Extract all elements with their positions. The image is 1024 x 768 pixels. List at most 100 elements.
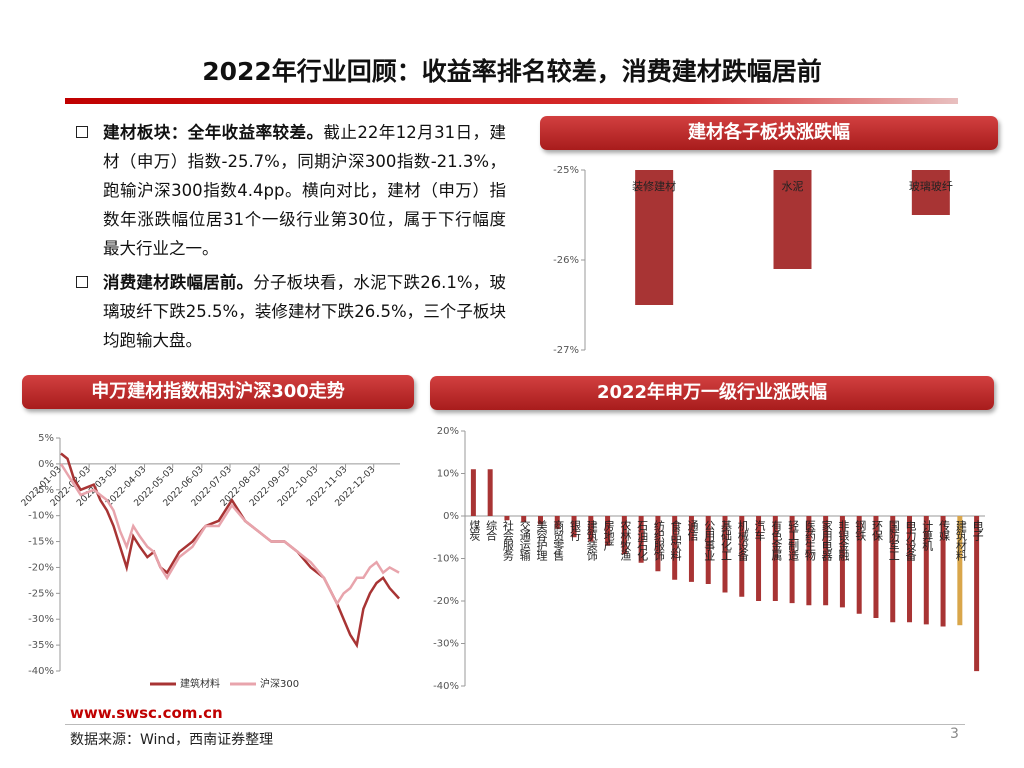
bar xyxy=(571,516,577,538)
bar xyxy=(890,516,896,623)
bullet-text: 截止22年12月31日，建材（申万）指数-25.7%，同期沪深300指数-21.… xyxy=(103,123,506,258)
bar xyxy=(911,170,950,215)
x-tick-label: 房地产 xyxy=(602,520,615,552)
y-tick-label: -25% xyxy=(28,588,54,599)
x-tick-label: 轻工制造 xyxy=(787,519,800,561)
footer-rule xyxy=(65,724,965,725)
bar xyxy=(655,516,661,572)
x-tick-label: 社会服务 xyxy=(501,519,514,561)
bar xyxy=(688,516,694,582)
y-tick-label: -27% xyxy=(553,345,579,356)
site: www.swsc.com.cn xyxy=(70,704,223,722)
bar xyxy=(739,516,745,597)
legend-label: 建筑材料 xyxy=(180,677,220,690)
y-tick-label: 0% xyxy=(443,511,459,522)
bar xyxy=(554,516,560,529)
x-tick-label: 装修建材 xyxy=(632,179,676,193)
bar xyxy=(923,516,929,625)
x-tick-label: 玻璃玻纤 xyxy=(909,179,953,193)
chart-title: 建材各子板块涨跌幅 xyxy=(540,116,998,150)
x-tick-label: 石油石化 xyxy=(636,520,649,562)
x-tick-label: 传媒 xyxy=(938,520,951,542)
bar xyxy=(756,516,762,601)
bar xyxy=(621,516,627,555)
x-tick-label: 交通运输 xyxy=(518,519,531,562)
y-tick-label: -20% xyxy=(433,596,459,607)
bar xyxy=(635,170,674,305)
x-tick-label: 煤炭 xyxy=(468,520,481,542)
bar xyxy=(940,516,946,627)
bar xyxy=(873,516,879,618)
title-rule xyxy=(65,98,958,104)
y-tick-label: -35% xyxy=(28,640,54,651)
bar xyxy=(638,516,644,563)
y-tick-label: -5% xyxy=(35,485,54,496)
x-tick-label: 建筑材料 xyxy=(954,519,967,562)
bar xyxy=(957,516,963,626)
bullet-text: 分子板块看，水泥下跌26.1%，玻璃玻纤下跌25.5%，装修建材下跌26.5%，… xyxy=(103,273,506,350)
bar xyxy=(722,516,728,593)
x-tick-label: 基础化工 xyxy=(720,520,733,560)
y-tick-label: -40% xyxy=(28,666,54,677)
bullet: 建材板块：全年收益率较差。截止22年12月31日，建材（申万）指数-25.7%，… xyxy=(76,118,506,263)
chart-title: 2022年申万一级行业涨跌幅 xyxy=(430,376,994,410)
y-tick-label: -10% xyxy=(433,554,459,565)
x-tick-label: 食品饮料 xyxy=(669,519,682,562)
chart-title: 申万建材指数相对沪深300走势 xyxy=(22,375,414,409)
x-tick-label: 农林牧渔 xyxy=(619,519,632,562)
x-tick-label: 建筑装饰 xyxy=(585,519,598,561)
x-tick-label: 环保 xyxy=(870,520,883,542)
x-tick-label: 计算机 xyxy=(921,520,934,551)
x-tick-label: 汽车 xyxy=(753,519,766,542)
x-tick-label: 纺织服饰 xyxy=(652,519,665,561)
y-tick-label: -30% xyxy=(28,614,54,625)
bar xyxy=(521,516,527,523)
bar xyxy=(487,469,493,516)
bar xyxy=(856,516,862,614)
x-tick-label: 电力设备 xyxy=(904,520,917,562)
y-tick-label: -15% xyxy=(28,537,54,548)
y-tick-label: 10% xyxy=(437,469,459,480)
y-tick-label: -25% xyxy=(553,165,579,176)
bar xyxy=(907,516,913,623)
x-tick-label: 医药生物 xyxy=(803,520,816,561)
x-tick-label: 钢铁 xyxy=(854,520,867,541)
bar xyxy=(705,516,711,584)
bar xyxy=(839,516,845,608)
bar xyxy=(806,516,812,606)
bar xyxy=(789,516,795,604)
x-tick-label: 美容护理 xyxy=(535,520,548,561)
bar xyxy=(588,516,594,542)
x-tick-label: 综合 xyxy=(485,519,498,541)
x-tick-label: 国防军工 xyxy=(887,520,900,560)
slide-title: 2022年行业回顾：收益率排名较差，消费建材跌幅居前 xyxy=(202,57,822,86)
y-tick-label: 0% xyxy=(38,459,54,470)
x-tick-label: 电子 xyxy=(971,520,984,541)
bullet-lead: 消费建材跌幅居前。 xyxy=(103,273,254,292)
y-tick-label: -26% xyxy=(553,255,579,266)
bar xyxy=(504,516,510,521)
bar xyxy=(772,516,778,601)
x-tick-label: 非银金融 xyxy=(837,520,850,562)
x-tick-label: 银行 xyxy=(569,519,582,542)
x-tick-label: 商贸零售 xyxy=(552,519,565,562)
series-line xyxy=(60,452,400,649)
y-tick-label: -10% xyxy=(28,511,54,522)
x-tick-label: 家用电器 xyxy=(820,519,833,562)
y-tick-label: -20% xyxy=(28,562,54,573)
bar xyxy=(672,516,678,580)
bullet: 消费建材跌幅居前。分子板块看，水泥下跌26.1%，玻璃玻纤下跌25.5%，装修建… xyxy=(76,268,506,355)
y-tick-label: -30% xyxy=(433,639,459,650)
bar xyxy=(537,516,543,525)
x-tick-label: 公用事业 xyxy=(703,520,716,560)
y-tick-label: 20% xyxy=(437,426,459,437)
x-tick-label: 通信 xyxy=(686,520,699,542)
bar xyxy=(470,469,476,516)
legend-label: 沪深300 xyxy=(260,677,299,690)
y-tick-label: -40% xyxy=(433,681,459,692)
series-line xyxy=(59,463,400,607)
bar xyxy=(823,516,829,606)
x-tick-label: 水泥 xyxy=(782,180,804,193)
